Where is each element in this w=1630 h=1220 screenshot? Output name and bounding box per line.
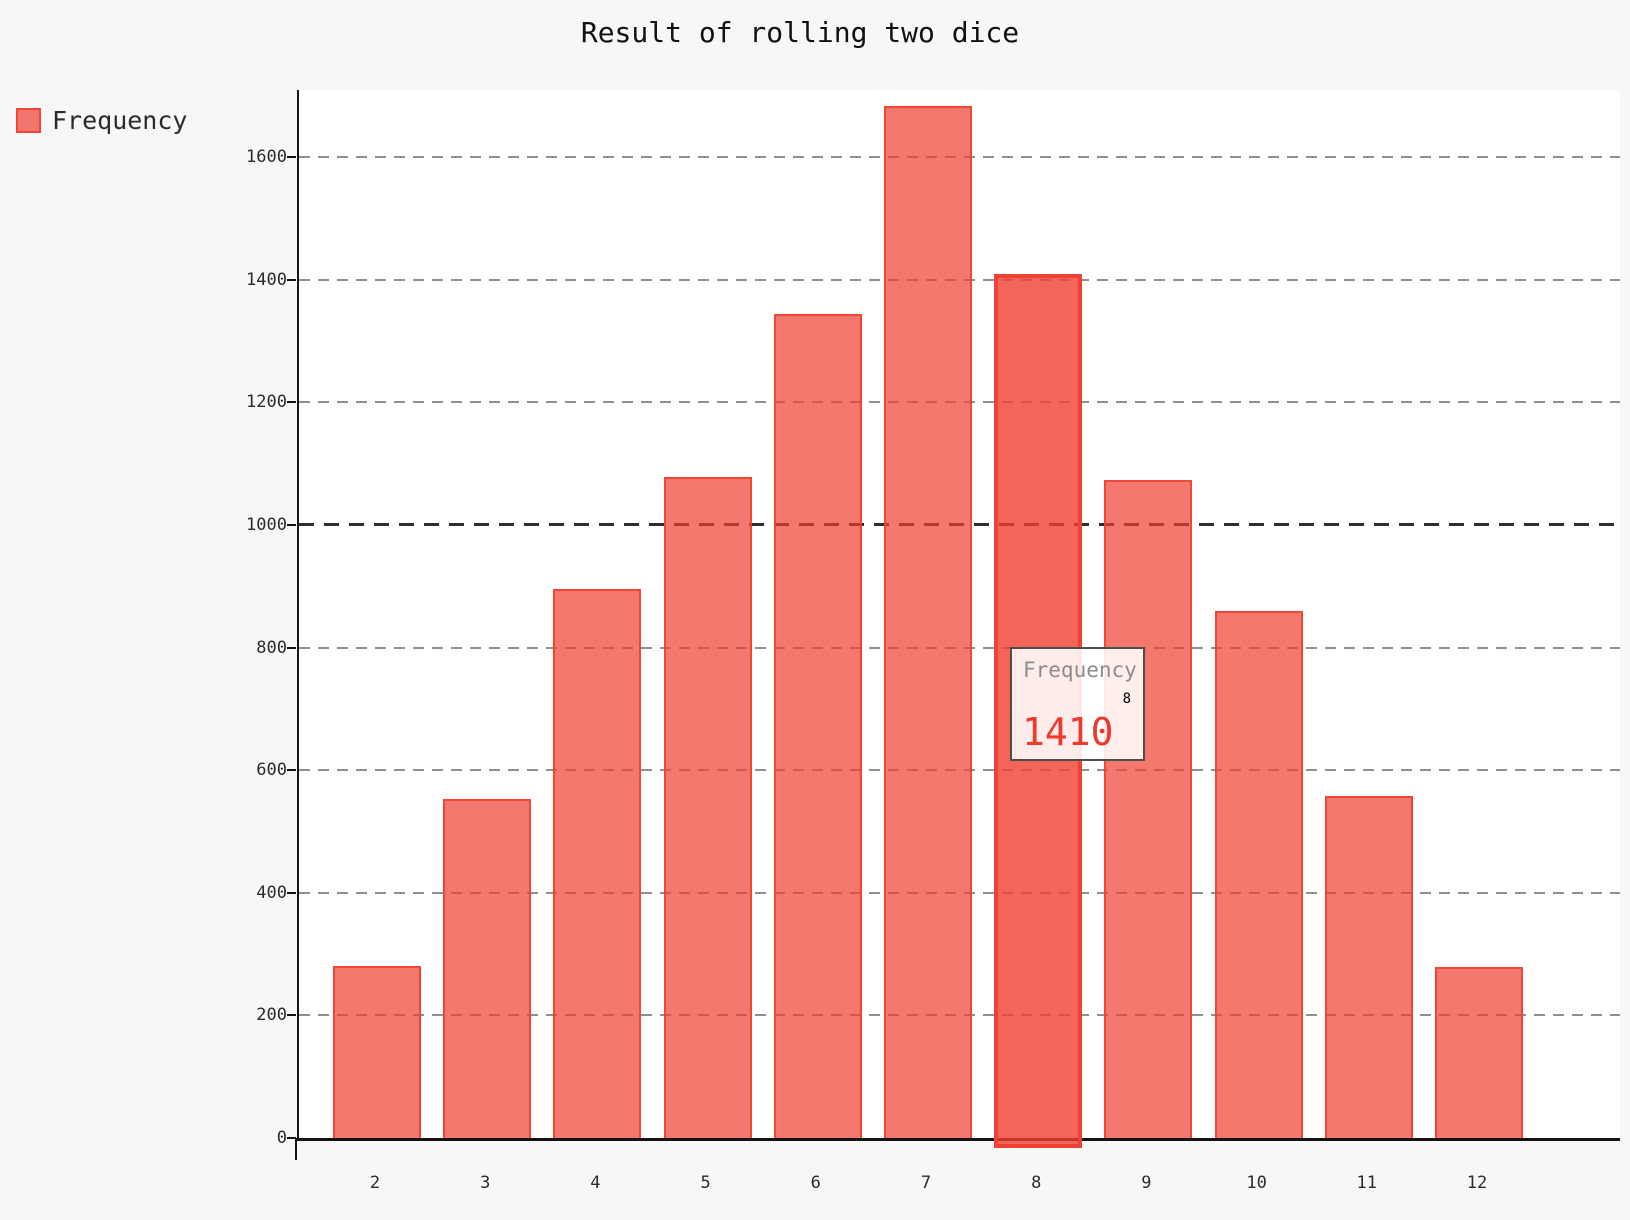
bar-11[interactable] <box>1324 795 1413 1138</box>
y-tick-label-800: 800 <box>256 637 287 658</box>
y-tick-mark-800 <box>287 646 296 649</box>
y-axis-spine-extension <box>295 1138 297 1160</box>
y-tick-mark-1200 <box>287 401 296 404</box>
x-tick-label-4: 4 <box>590 1173 601 1193</box>
y-tick-label-1000: 1000 <box>246 515 287 535</box>
chart-title: Result of rolling two dice <box>580 16 1020 49</box>
bar-9[interactable] <box>1104 480 1193 1138</box>
bar-3[interactable] <box>443 799 532 1138</box>
y-tick-label-1600: 1600 <box>246 147 287 168</box>
x-tick-label-10: 10 <box>1246 1173 1267 1193</box>
x-tick-label-8: 8 <box>1031 1173 1042 1193</box>
y-tick-label-0: 0 <box>276 1128 287 1148</box>
bar-10[interactable] <box>1214 610 1303 1138</box>
bar-2[interactable] <box>333 966 421 1138</box>
y-tick-label-1400: 1400 <box>246 269 287 290</box>
bar-12[interactable] <box>1435 966 1523 1138</box>
y-tick-mark-1000 <box>287 524 296 526</box>
y-tick-mark-0 <box>287 1137 296 1139</box>
y-tick-label-600: 600 <box>256 760 287 781</box>
bar-5[interactable] <box>663 477 752 1138</box>
tooltip-series-label: Frequency <box>1023 658 1137 682</box>
tooltip: Frequency 8 1410 <box>1010 647 1145 761</box>
y-tick-mark-400 <box>287 891 296 894</box>
x-tick-label-11: 11 <box>1356 1173 1378 1193</box>
x-tick-label-5: 5 <box>700 1173 711 1193</box>
y-tick-label-200: 200 <box>256 1005 287 1026</box>
y-tick-label-400: 400 <box>256 882 287 903</box>
bar-4[interactable] <box>553 589 642 1138</box>
bar-7[interactable] <box>884 106 972 1138</box>
bar-6[interactable] <box>773 313 862 1138</box>
legend-item-frequency[interactable]: Frequency <box>16 106 187 135</box>
x-tick-label-6: 6 <box>810 1173 821 1193</box>
y-tick-mark-1600 <box>287 156 296 159</box>
legend-label: Frequency <box>52 106 188 135</box>
y-tick-mark-600 <box>287 769 296 772</box>
x-tick-label-3: 3 <box>480 1173 491 1193</box>
y-tick-mark-1400 <box>287 278 296 281</box>
x-tick-label-2: 2 <box>369 1173 381 1193</box>
tooltip-category: 8 <box>1122 691 1131 707</box>
legend-swatch-icon <box>16 108 41 133</box>
x-tick-label-9: 9 <box>1141 1173 1152 1193</box>
x-tick-label-7: 7 <box>920 1173 932 1193</box>
tooltip-value: 1410 <box>1022 710 1114 754</box>
plot-area <box>297 90 1620 1148</box>
y-tick-label-1200: 1200 <box>246 392 287 413</box>
y-tick-mark-200 <box>287 1014 296 1017</box>
x-tick-label-12: 12 <box>1466 1173 1488 1193</box>
